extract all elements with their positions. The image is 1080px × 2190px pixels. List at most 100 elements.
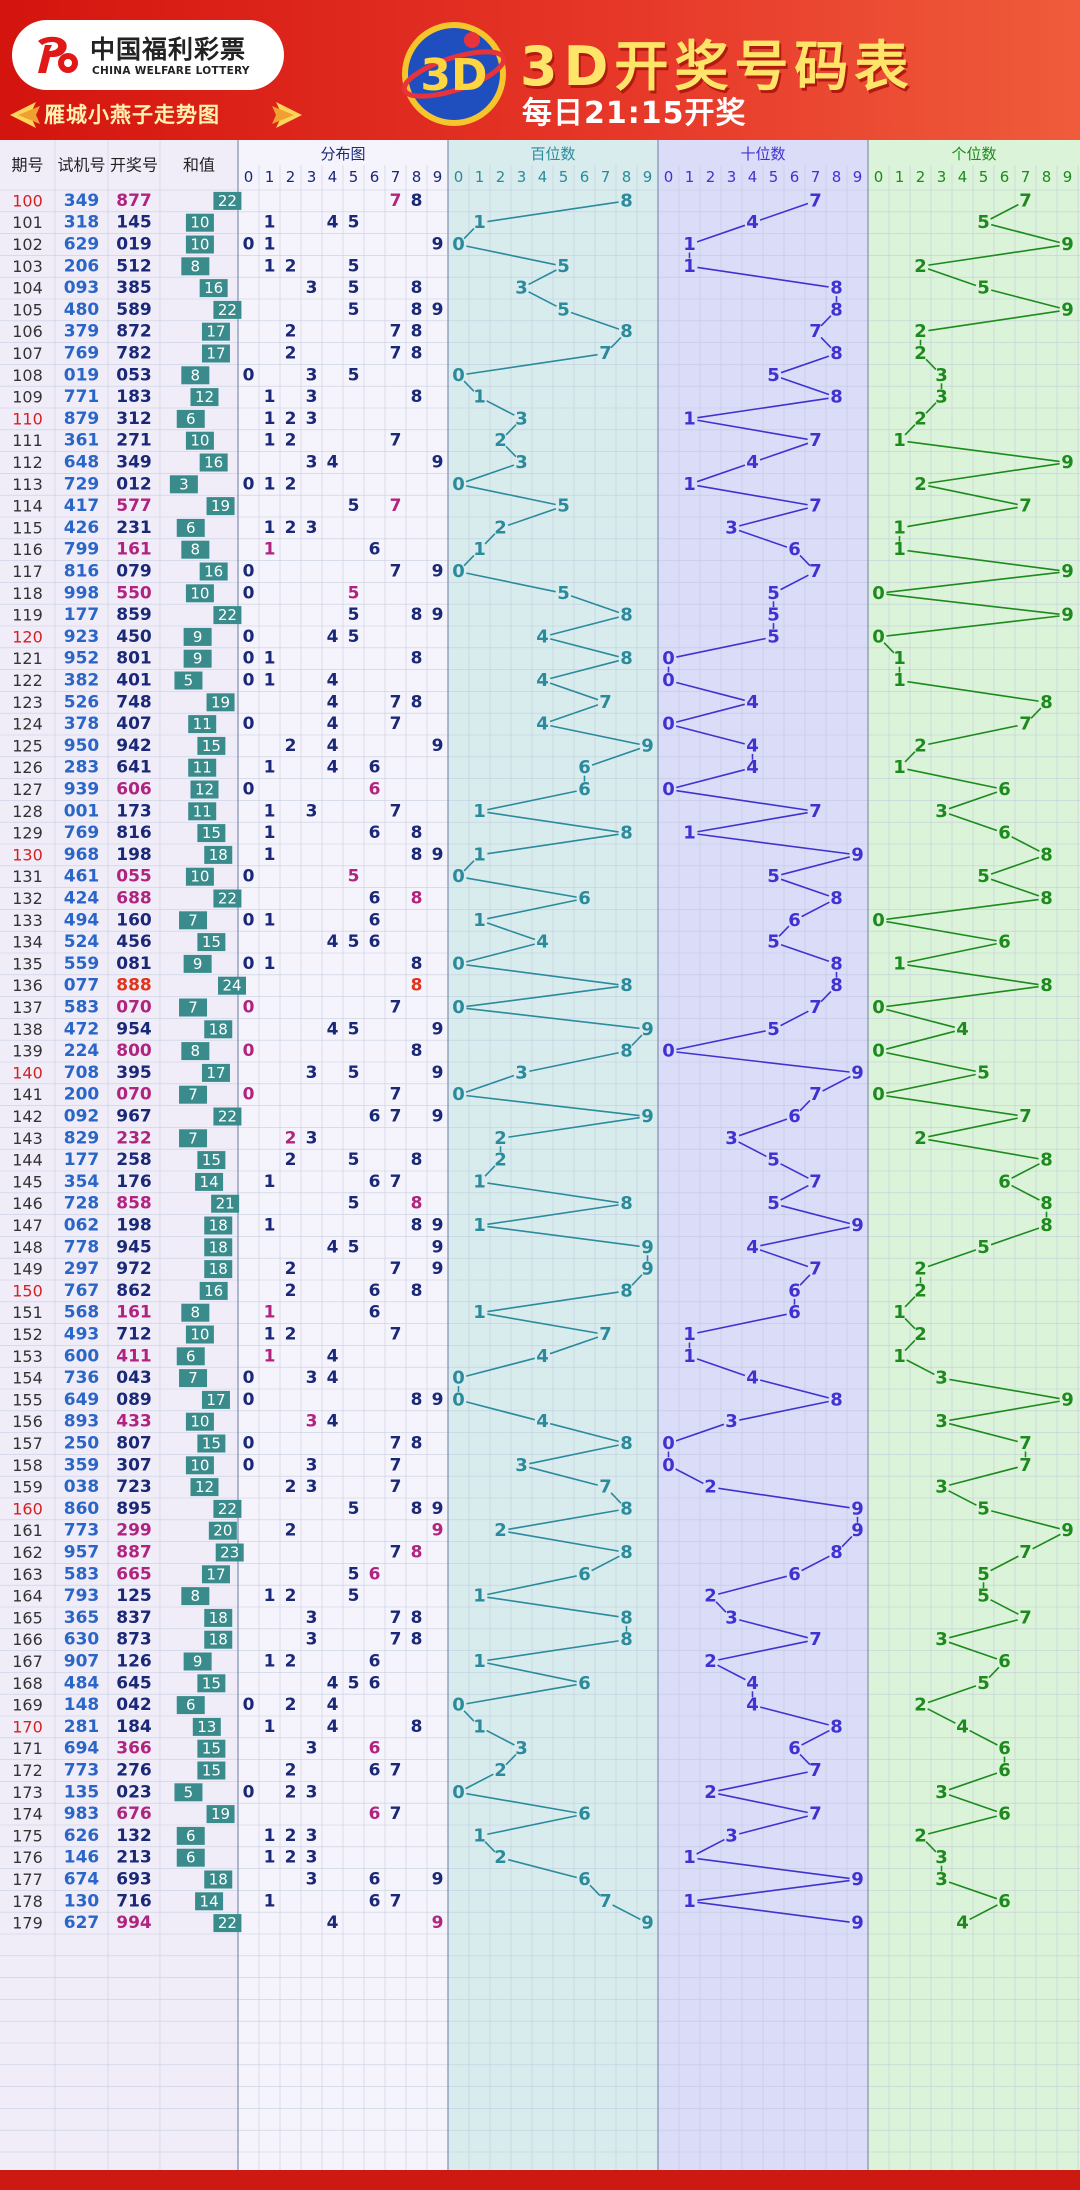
- distribution-digit: 6: [369, 1891, 381, 1911]
- tens-trend-line: [820, 336, 832, 349]
- issue-number: 165: [12, 1608, 43, 1627]
- sum-value: 21: [216, 1195, 235, 1213]
- hundreds-digit-point: 4: [536, 1346, 549, 1367]
- hundreds-digit-point: 2: [494, 430, 507, 451]
- hundreds-trend-line: [487, 1596, 619, 1618]
- trial-number: 728: [64, 1194, 100, 1214]
- trial-number: 983: [64, 1804, 100, 1824]
- distribution-digit: 2: [285, 736, 297, 756]
- hundreds-trend-line: [505, 445, 517, 458]
- distribution-digit: 9: [432, 235, 444, 255]
- units-digit-point: 2: [914, 1324, 927, 1345]
- units-trend-line: [886, 1008, 955, 1029]
- digit-header-label: 5: [559, 168, 569, 186]
- sum-value: 6: [186, 1849, 196, 1867]
- draw-number: 053: [116, 365, 152, 385]
- trial-number: 093: [64, 278, 100, 298]
- digit-header-label: 7: [1021, 168, 1031, 186]
- hundreds-trend-line: [466, 245, 556, 266]
- draw-number: 312: [116, 409, 152, 429]
- tens-digit-point: 7: [809, 1084, 822, 1105]
- distribution-digit: 9: [432, 1019, 444, 1039]
- hundreds-digit-point: 7: [599, 343, 612, 364]
- distribution-digit: 9: [432, 1107, 444, 1127]
- trial-number: 627: [64, 1913, 100, 1933]
- issue-number: 107: [12, 344, 43, 363]
- issue-number: 172: [12, 1761, 43, 1780]
- tens-digit-point: 0: [662, 670, 675, 691]
- sum-value: 10: [190, 1413, 209, 1431]
- hundreds-trend-line: [589, 1884, 601, 1897]
- distribution-digit: 2: [285, 1325, 297, 1345]
- distribution-digit: 0: [243, 1041, 255, 1061]
- distribution-digit: 6: [369, 1870, 381, 1890]
- distribution-digit: 8: [411, 1717, 423, 1737]
- issue-number: 133: [12, 911, 43, 930]
- tens-digit-point: 0: [662, 1041, 675, 1062]
- tens-digit-point: 2: [704, 1586, 717, 1607]
- ribbon-text: 雁城小燕子走势图: [44, 103, 220, 127]
- tens-trend-line: [697, 419, 808, 441]
- distribution-digit: 9: [432, 736, 444, 756]
- sum-badge: [176, 1347, 205, 1366]
- hundreds-digit-point: 0: [452, 866, 465, 887]
- distribution-digit: 0: [243, 1390, 255, 1410]
- tens-trend-line: [822, 1075, 851, 1092]
- units-trend-line: [948, 1490, 977, 1506]
- sum-badge: [181, 366, 210, 385]
- distribution-digit: 4: [327, 692, 339, 712]
- distribution-digit: 4: [327, 758, 339, 778]
- sum-value: 10: [190, 584, 209, 602]
- sum-value: 7: [188, 999, 198, 1017]
- issue-number: 162: [12, 1543, 43, 1562]
- issue-number: 163: [12, 1565, 43, 1584]
- tens-trend-line: [780, 878, 830, 897]
- distribution-digit: 0: [243, 235, 255, 255]
- sum-value: 14: [200, 1892, 219, 1910]
- distribution-digit: 9: [432, 453, 444, 473]
- issue-number: 177: [12, 1870, 43, 1889]
- units-digit-point: 3: [935, 365, 948, 386]
- tens-digit-point: 9: [851, 1062, 864, 1083]
- units-trend-line: [948, 1881, 998, 1900]
- sum-value: 22: [218, 1500, 237, 1518]
- hundreds-trend-line: [484, 1165, 496, 1177]
- distribution-digit: 8: [411, 1434, 423, 1454]
- hundreds-digit-point: 8: [620, 1498, 633, 1519]
- sum-value: 16: [204, 563, 223, 581]
- hundreds-digit-point: 6: [578, 1804, 591, 1825]
- hundreds-trend-line: [550, 1422, 619, 1443]
- hundreds-digit-point: 1: [473, 1302, 486, 1323]
- trial-number: 359: [64, 1455, 100, 1475]
- distribution-digit: 9: [432, 1063, 444, 1083]
- distribution-digit: 5: [348, 867, 360, 887]
- col-header-issue: 期号: [11, 156, 43, 175]
- tens-digit-point: 5: [767, 583, 780, 604]
- issue-number: 140: [12, 1063, 43, 1082]
- tens-digit-point: 8: [830, 1389, 843, 1410]
- distribution-digit: 1: [264, 387, 276, 407]
- distribution-digit: 4: [327, 1673, 339, 1693]
- tens-trend-line: [780, 377, 830, 396]
- tens-digit-point: 0: [662, 1455, 675, 1476]
- units-trend-line: [904, 1317, 916, 1330]
- trial-number: 799: [64, 540, 100, 560]
- issue-number: 146: [12, 1194, 43, 1213]
- draw-number: 456: [116, 932, 152, 952]
- tens-digit-point: 1: [683, 1346, 696, 1367]
- sum-badge: [176, 1826, 205, 1845]
- distribution-digit: 8: [411, 1630, 423, 1650]
- sum-badge: [201, 344, 230, 363]
- tens-trend-line: [799, 1753, 811, 1766]
- issue-number: 125: [12, 736, 43, 755]
- hundreds-trend-line: [507, 507, 557, 527]
- sum-value: 17: [206, 1391, 225, 1409]
- issue-number: 156: [12, 1412, 43, 1431]
- hundreds-digit-point: 5: [557, 496, 570, 517]
- tens-trend-line: [820, 990, 832, 1003]
- digit-header-label: 7: [811, 168, 821, 186]
- units-trend-line: [949, 1400, 1060, 1422]
- distribution-digit: 1: [264, 540, 276, 560]
- draw-number: 126: [116, 1652, 152, 1672]
- sum-badge: [199, 1281, 228, 1300]
